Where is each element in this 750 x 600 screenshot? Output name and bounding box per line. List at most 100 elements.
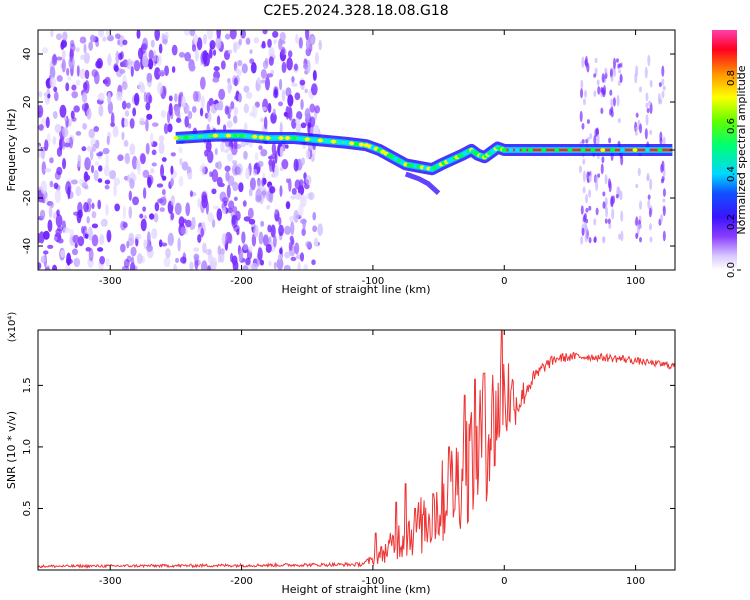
heatmap-speckle (132, 196, 140, 206)
heatmap-speckle (175, 257, 179, 264)
heatmap-speckle (310, 156, 316, 162)
heatmap-speckle (262, 234, 269, 247)
x-tick-label: 0 (501, 276, 507, 287)
heatmap-speckle (264, 76, 270, 91)
ridge-blob (212, 133, 218, 138)
heatmap-speckle (238, 38, 243, 46)
heatmap-speckle (304, 88, 308, 94)
heatmap-speckle (189, 261, 194, 270)
ridge-blob (311, 137, 317, 142)
heatmap-speckle (171, 66, 176, 73)
heatmap-burst (585, 218, 589, 224)
heatmap-burst (617, 118, 621, 123)
heatmap-speckle (126, 240, 130, 249)
heatmap-speckle (102, 147, 110, 155)
heatmap-burst (659, 131, 663, 142)
heatmap-burst (579, 110, 583, 123)
heatmap-speckle (105, 30, 110, 38)
heatmap-burst (660, 213, 664, 223)
heatmap-speckle (258, 145, 263, 151)
heatmap-speckle (297, 261, 301, 270)
heatmap-speckle (211, 188, 217, 195)
heatmap-speckle (221, 233, 227, 246)
heatmap-speckle (122, 39, 128, 46)
heatmap-speckle (139, 117, 145, 126)
heatmap-speckle (201, 260, 208, 270)
heatmap-burst (645, 114, 649, 126)
heatmap-burst (661, 175, 665, 182)
x-tick-label: 0 (501, 576, 507, 587)
heatmap-speckle (294, 179, 301, 190)
heatmap-burst (635, 232, 639, 240)
heatmap-speckle (140, 153, 146, 165)
heatmap-burst (658, 82, 662, 88)
heatmap-speckle (179, 158, 183, 166)
colorbar-label: Normalized spectral amplitude (735, 65, 748, 234)
heatmap-speckle (52, 136, 57, 146)
heatmap-speckle (217, 254, 222, 264)
heatmap-speckle (245, 91, 253, 99)
heatmap-speckle (151, 228, 158, 240)
heatmap-speckle (288, 241, 293, 252)
heatmap-burst (613, 57, 617, 70)
heatmap-speckle (245, 37, 251, 45)
heatmap-speckle (304, 108, 311, 120)
heatmap-speckle (95, 139, 100, 149)
heatmap-speckle (312, 225, 318, 233)
heatmap-speckle (226, 184, 231, 199)
heatmap-speckle (51, 264, 58, 270)
heatmap-burst (647, 54, 651, 67)
heatmap-speckle (166, 110, 171, 124)
heatmap-speckle (75, 185, 82, 197)
heatmap-speckle (214, 148, 218, 156)
heatmap-speckle (294, 92, 301, 101)
heatmap-speckle (279, 146, 284, 158)
colorbar-gradient (712, 30, 737, 270)
heatmap-burst (581, 122, 585, 130)
ridge-blob (317, 138, 323, 143)
heatmap-speckle (70, 110, 75, 120)
heatmap-speckle (97, 199, 102, 210)
heatmap-speckle (212, 77, 220, 83)
heatmap-burst (639, 123, 643, 134)
heatmap-speckle (160, 110, 167, 118)
heatmap-speckle (71, 248, 79, 256)
heatmap-speckle (311, 83, 318, 96)
heatmap-speckle (38, 233, 42, 244)
heatmap-burst (620, 154, 624, 166)
heatmap-speckle (200, 95, 205, 110)
heatmap-burst (644, 66, 648, 79)
heatmap-speckle (97, 92, 105, 102)
heatmap-speckle (53, 236, 58, 241)
heatmap-speckle (207, 111, 212, 123)
heatmap-speckle (52, 110, 58, 120)
heatmap-burst (635, 126, 639, 132)
heatmap-speckle (158, 135, 165, 143)
heatmap-speckle (55, 33, 63, 41)
heatmap-speckle (250, 62, 257, 74)
heatmap-speckle (81, 146, 87, 152)
heatmap-burst (620, 210, 624, 222)
heatmap-speckle (93, 169, 99, 182)
heatmap-speckle (81, 92, 88, 103)
heatmap-speckle (67, 185, 71, 200)
heatmap-speckle (67, 76, 72, 81)
y-tick-label: 0 (22, 147, 33, 153)
ridge-blob (657, 148, 663, 152)
heatmap-burst (634, 131, 638, 136)
heatmap-speckle (116, 91, 122, 101)
heatmap-burst (661, 65, 665, 77)
heatmap-speckle (271, 142, 277, 155)
heatmap-speckle (281, 159, 289, 170)
heatmap-burst (588, 237, 592, 244)
heatmap-speckle (70, 179, 78, 185)
heatmap-speckle (133, 92, 140, 106)
heatmap-speckle (290, 195, 296, 200)
heatmap-speckle (120, 220, 127, 231)
heatmap-speckle (181, 95, 187, 108)
ridge-blob (291, 136, 297, 140)
heatmap-speckle (107, 55, 112, 67)
heatmap-speckle (107, 91, 112, 105)
heatmap-burst (600, 107, 604, 115)
heatmap-speckle (101, 218, 106, 228)
